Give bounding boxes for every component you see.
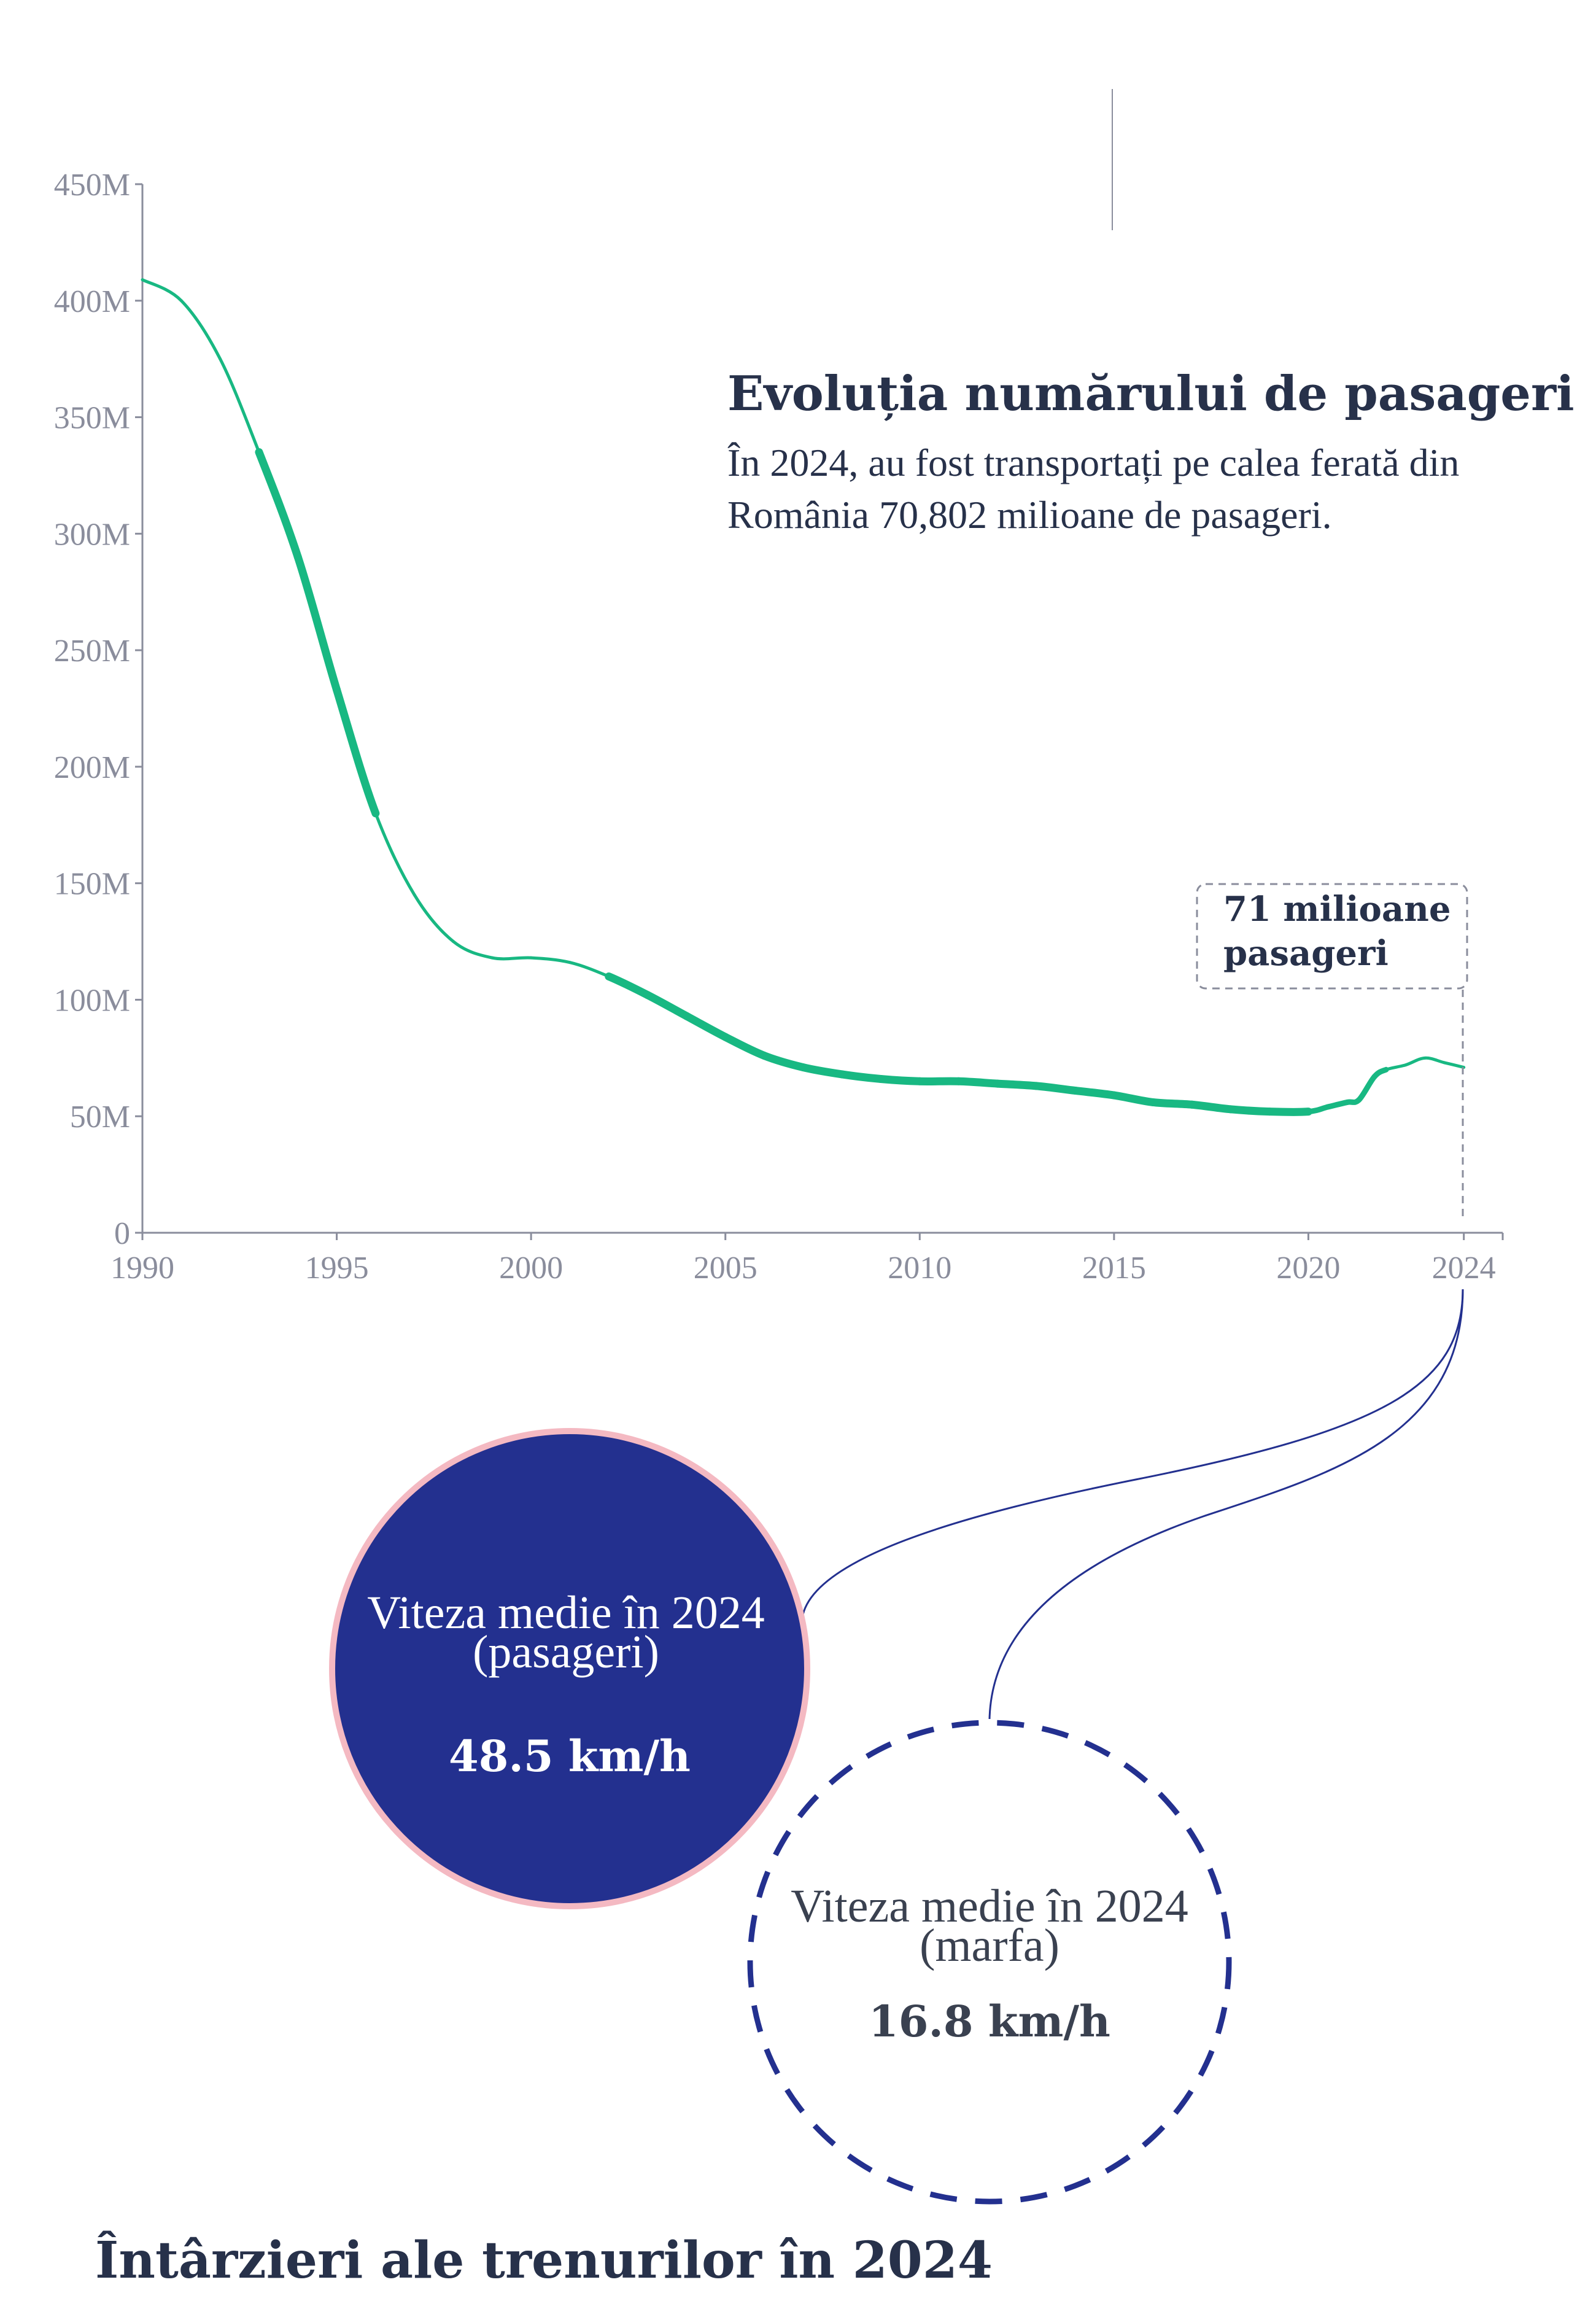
chart-subtitle-line-1: În 2024, au fost transportați pe calea f… (727, 441, 1459, 484)
annotation-text-line-2: pasageri (1223, 933, 1389, 974)
series-line-segment (1384, 1063, 1408, 1071)
passenger-speed-bubble (329, 1428, 810, 1909)
series-line-segment (1443, 1061, 1466, 1069)
series-line-segment (1032, 1082, 1080, 1095)
series-line-segment (993, 1079, 1040, 1090)
freight-bubble-label-line-1: Viteza medie în 2024 (791, 1880, 1188, 1932)
series-line-segment (1423, 1056, 1446, 1065)
series-line-segment (255, 448, 302, 561)
chart-subtitle-line-2: România 70,802 milioane de pasageri. (727, 493, 1332, 537)
x-tick-label: 2000 (499, 1251, 563, 1286)
series-line-segment (1371, 1066, 1389, 1080)
series-line-segment (413, 893, 455, 944)
y-tick-label: 400M (54, 284, 130, 319)
chart-axes: 0 50M 100M 150M 200M 250M 300M 350M 400M 450M 1990… (54, 168, 1504, 1286)
freight-bubble-label-line-2: (marfa) (920, 1920, 1059, 1971)
series-line-segment (799, 1063, 846, 1079)
annotation-text-line-1: 71 milioane (1223, 889, 1451, 929)
series-line-segment (682, 1012, 730, 1041)
x-tick-label: 1990 (110, 1251, 174, 1286)
connector-to-freight-bubble (988, 1289, 1464, 1720)
series-line-segment (1305, 1104, 1331, 1115)
series-line-segment (760, 1052, 807, 1072)
series-line-segment (1325, 1099, 1350, 1110)
series-line-segment (643, 991, 691, 1020)
series-line-segment (333, 686, 380, 818)
annotation-box (1196, 883, 1468, 990)
y-tick-label: 0 (114, 1216, 130, 1251)
series-line-segment (141, 278, 183, 303)
x-tick-label: 2024 (1432, 1251, 1496, 1286)
y-tick-label: 450M (54, 168, 130, 203)
series-line-segment (568, 961, 611, 978)
series-line-segment (1226, 1105, 1274, 1116)
x-tick-label: 1995 (305, 1251, 369, 1286)
x-tick-label: 2015 (1082, 1251, 1146, 1286)
series-line-segment (1356, 1074, 1377, 1103)
y-tick-label: 200M (54, 750, 130, 785)
series-line-segment (1404, 1056, 1427, 1067)
freight-bubble-value: 16.8 km/h (869, 1996, 1110, 2047)
y-tick-label: 50M (70, 1100, 130, 1135)
passenger-bubble-label-line-2: (pasageri) (473, 1626, 659, 1678)
series-line-segment (490, 956, 533, 961)
series-line-segment (1149, 1098, 1196, 1109)
y-tick-label: 300M (54, 517, 130, 552)
series-line-segment (877, 1074, 924, 1085)
series-line-segment (529, 956, 571, 964)
y-tick-label: 100M (54, 983, 130, 1018)
passenger-bubble-value: 48.5 km/h (449, 1731, 691, 1782)
series-line-segment (721, 1033, 769, 1060)
passenger-bubble-label-line-1: Viteza medie în 2024 (367, 1587, 765, 1639)
series-line-segment (452, 940, 494, 960)
x-tick-label: 2005 (694, 1251, 757, 1286)
series-line-segment (293, 553, 341, 694)
y-tick-label: 250M (54, 634, 130, 669)
series-layer (141, 278, 1466, 1116)
chart-title: Evoluția numărului de pasageri (727, 366, 1575, 422)
section-title: Întârzieri ale trenurilor în 2024 (95, 2230, 993, 2290)
series-line-segment (838, 1070, 885, 1083)
series-line-segment (374, 812, 416, 897)
series-line-segment (1187, 1100, 1235, 1114)
y-tick-label: 350M (54, 401, 130, 436)
series-line-segment (1110, 1091, 1157, 1106)
series-line-segment (1071, 1086, 1118, 1100)
series-line-segment (955, 1077, 1002, 1088)
series-line-segment (219, 357, 261, 454)
y-tick-label: 150M (54, 867, 130, 902)
connector-to-passenger-bubble (802, 1289, 1464, 1615)
series-line-segment (605, 972, 652, 999)
x-tick-label: 2010 (888, 1251, 951, 1286)
freight-speed-bubble (747, 1720, 1232, 2205)
series-line-segment (179, 299, 222, 361)
x-tick-label: 2020 (1276, 1251, 1340, 1286)
